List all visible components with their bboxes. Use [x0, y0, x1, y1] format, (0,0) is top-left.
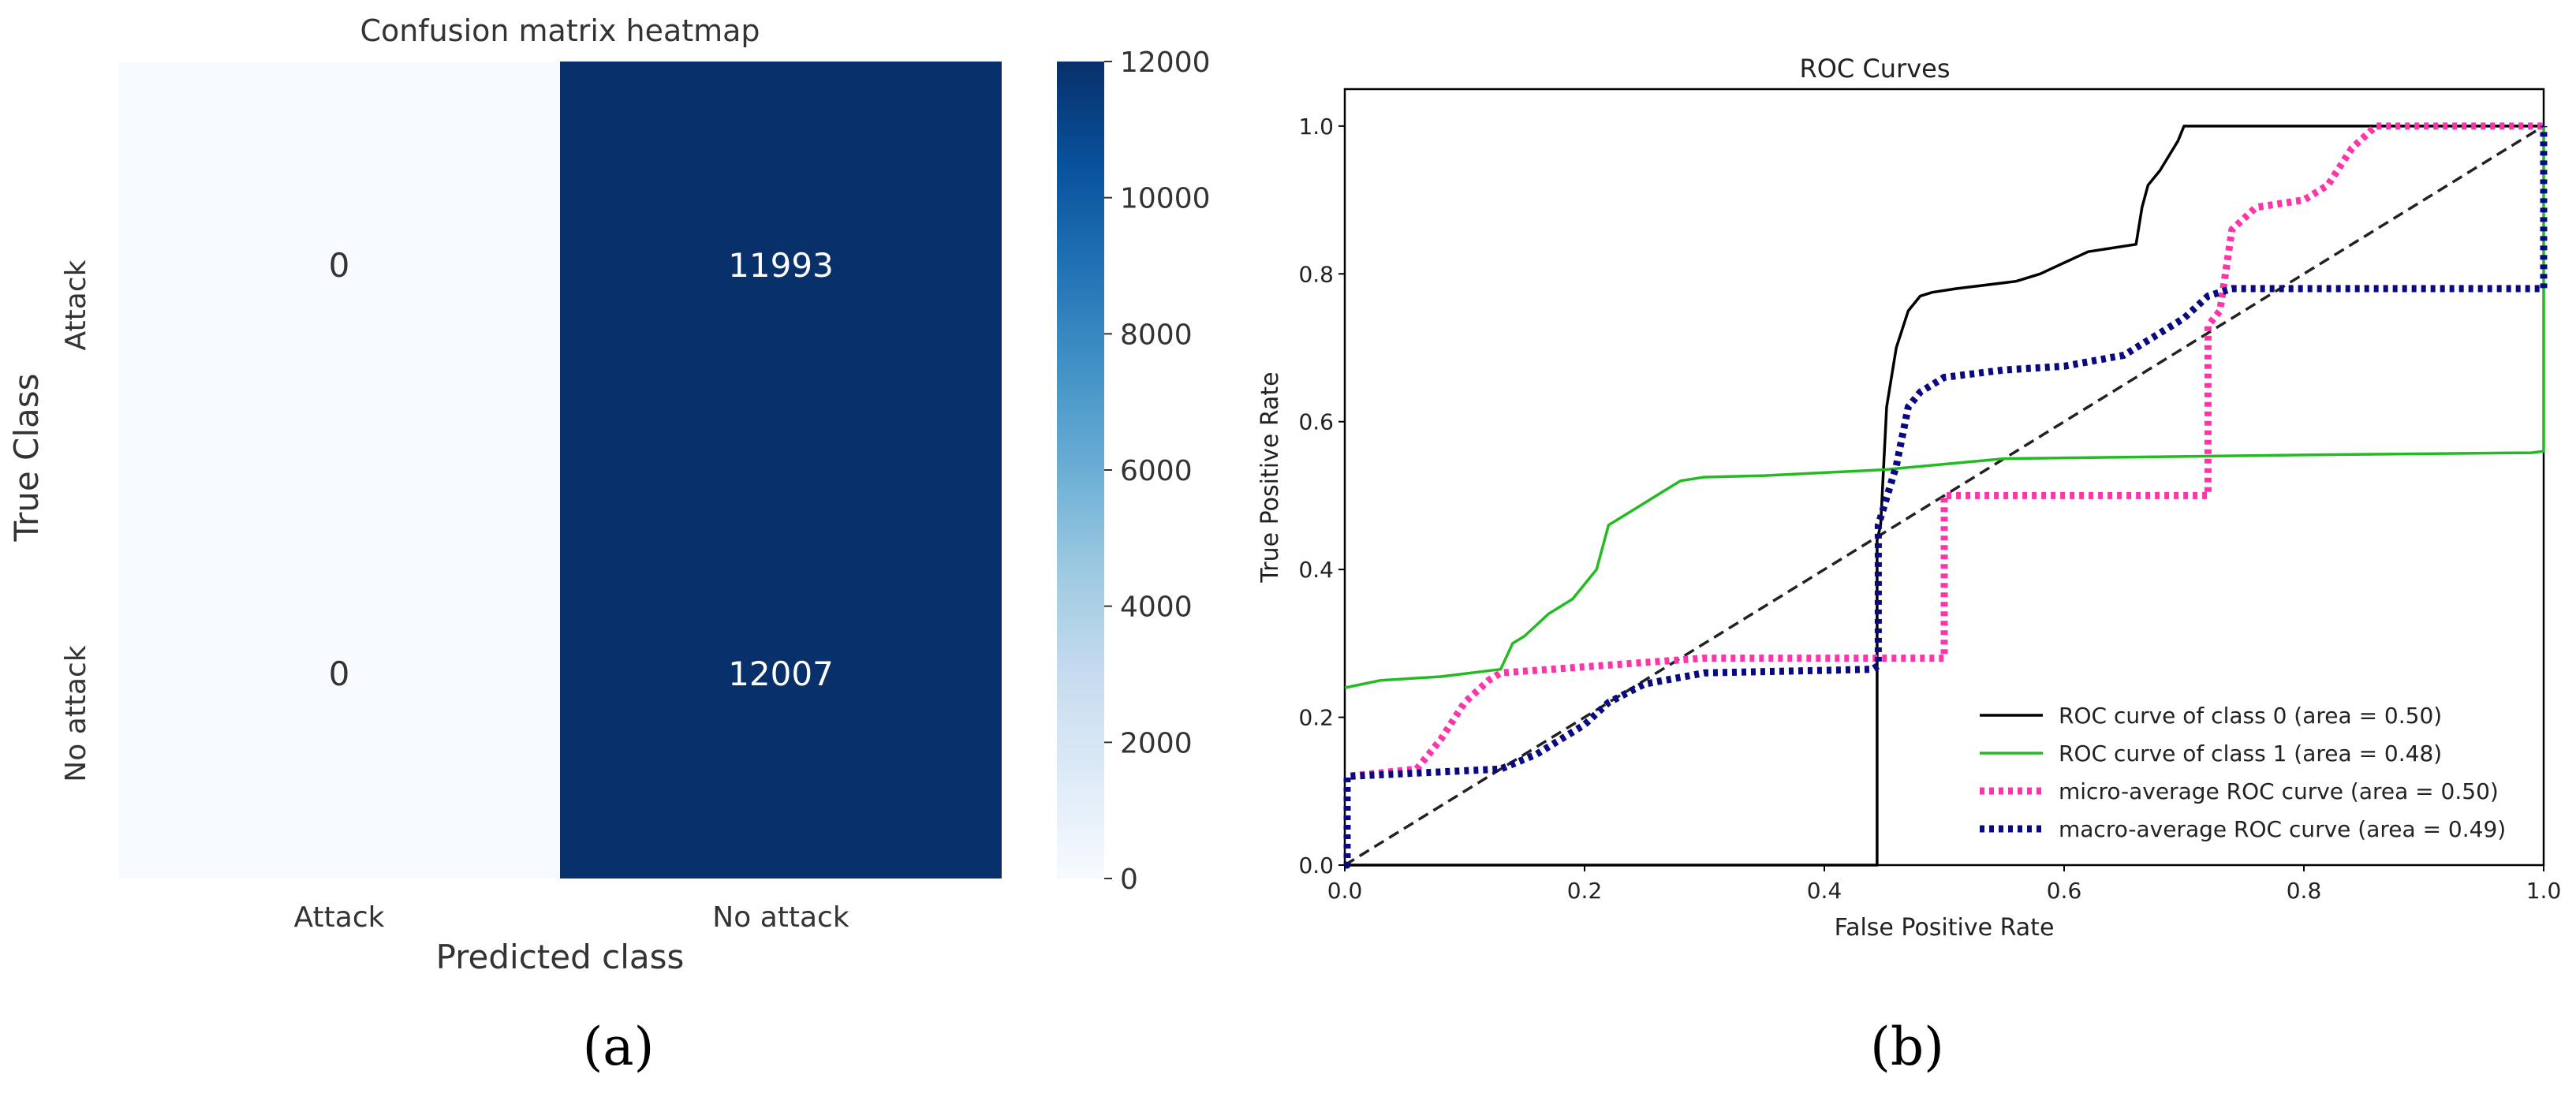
heatmap-title: Confusion matrix heatmap [360, 13, 760, 48]
roc-legend-label: micro-average ROC curve (area = 0.50) [2059, 778, 2499, 804]
roc-y-tick-label: 0.2 [1298, 705, 1334, 731]
colorbar-tick-label: 6000 [1120, 455, 1193, 487]
roc-legend: ROC curve of class 0 (area = 0.50) ROC cu… [1980, 703, 2506, 842]
heatmap-cell [560, 62, 1002, 470]
roc-x-tick-label: 0.2 [1567, 878, 1603, 904]
roc-y-tick-label: 0.6 [1298, 409, 1334, 435]
heatmap-x-axis-label: Predicted class [436, 938, 685, 976]
colorbar-tick-label: 10000 [1120, 183, 1211, 215]
roc-title: ROC Curves [1799, 54, 1950, 84]
roc-chart: ROC Curves 0.0 0.2 0.4 0.6 0.8 1.0 0.00.20.40… [1256, 54, 2561, 942]
panel-label-a: (a) [583, 1017, 655, 1077]
heatmap-x-tick-labels: Attack No attack [294, 901, 849, 934]
roc-x-tick-label: 1.0 [2526, 878, 2562, 904]
roc-plot-frame [1343, 88, 2545, 867]
roc-y-tick-label: 1.0 [1298, 114, 1334, 140]
roc-series-class-0 [1345, 125, 2544, 867]
confusion-matrix-heatmap: Confusion matrix heatmap 0 11993 0 12007 At… [7, 13, 1211, 976]
roc-legend-label: ROC curve of class 1 (area = 0.48) [2059, 740, 2442, 767]
colorbar-tick-label: 4000 [1120, 591, 1193, 624]
roc-y-ticks: 0.0 0.2 0.4 0.6 0.8 1.0 [1298, 114, 1345, 879]
roc-series-micro-average [1343, 122, 2544, 869]
heatmap-cell-value: 11993 [728, 246, 834, 285]
roc-series-class-1 [1344, 125, 2545, 689]
roc-x-tick-label: 0.8 [2287, 878, 2322, 904]
panel-label-b: (b) [1870, 1017, 1944, 1077]
roc-x-ticks: 0.0 0.2 0.4 0.6 0.8 1.0 [1327, 865, 2562, 904]
roc-y-tick-label: 0.8 [1298, 261, 1334, 287]
heatmap-y-tick-labels: Attack No attack [60, 259, 92, 782]
colorbar-tick-label: 8000 [1120, 319, 1193, 351]
colorbar-tick-label: 0 [1120, 864, 1138, 896]
heatmap-cell-value: 12007 [728, 655, 834, 693]
roc-legend-label: macro-average ROC curve (area = 0.49) [2059, 816, 2506, 842]
roc-reference-diagonal [1344, 125, 2544, 867]
heatmap-y-axis-label: True Class [7, 373, 46, 542]
heatmap-cells [118, 62, 1002, 879]
colorbar-ticks: 0 2000 4000 6000 8000 10000 12000 [1104, 47, 1211, 896]
roc-x-tick-label: 0.4 [1807, 878, 1842, 904]
roc-legend-label: ROC curve of class 0 (area = 0.50) [2059, 703, 2442, 729]
roc-series-lines [1343, 122, 2548, 869]
roc-y-tick-label: 0.0 [1298, 852, 1334, 879]
colorbar-tick-label: 12000 [1120, 47, 1211, 79]
panel-a-label: (a) [583, 1017, 655, 1077]
heatmap-cell-value: 0 [329, 246, 350, 285]
heatmap-y-tick-label: Attack [60, 259, 92, 350]
heatmap-cell [118, 62, 560, 470]
colorbar [1057, 62, 1104, 879]
heatmap-cell [118, 470, 560, 879]
roc-x-axis-label: False Positive Rate [1835, 914, 2055, 942]
heatmap-cell [560, 470, 1002, 879]
panel-b-label: (b) [1870, 1017, 1944, 1077]
roc-series-macro-average [1343, 125, 2548, 869]
heatmap-cell-value: 0 [329, 655, 350, 693]
heatmap-y-tick-label: No attack [60, 645, 92, 782]
heatmap-x-tick-label: Attack [294, 901, 385, 934]
roc-y-axis-label: True Positive Rate [1256, 371, 1284, 583]
roc-x-tick-label: 0.0 [1327, 878, 1363, 904]
heatmap-cell-labels: 0 11993 0 12007 [329, 246, 834, 693]
roc-y-tick-label: 0.4 [1298, 557, 1334, 583]
colorbar-tick-label: 2000 [1120, 727, 1193, 759]
roc-x-tick-label: 0.6 [2047, 878, 2082, 904]
heatmap-x-tick-label: No attack [712, 901, 849, 934]
